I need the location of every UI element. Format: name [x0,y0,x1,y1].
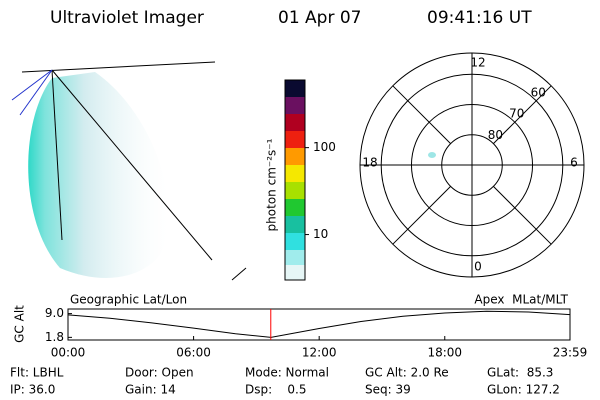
uv-image [11,61,247,281]
colorbar: photon cm⁻²s⁻¹ [265,79,306,281]
color-step [285,233,305,250]
color-step [285,216,305,233]
date: 01 Apr 07 [278,8,361,28]
colorbar-tick-label: 100 [313,140,336,154]
status-field: Gain: 14 [125,383,176,397]
status-field: Seq: 39 [365,383,411,397]
lat-label: 80 [488,128,503,142]
x-tick-label: 23:59 [553,346,588,360]
limb-line [19,69,53,116]
color-step [285,97,305,114]
status-field: Mode: Normal [245,366,329,380]
time: 09:41:16 UT [427,8,532,28]
color-step [285,265,305,280]
status-field: Flt: LBHL [10,366,64,380]
left-label: Geographic Lat/Lon [70,293,187,307]
status-field: IP: 36.0 [10,383,55,397]
lat-label: 60 [531,85,546,99]
color-step [285,114,305,131]
aurora-image [28,72,169,278]
mlt-label: 18 [362,156,377,170]
y-label: GC Alt [13,305,27,343]
status-field: GLon: 127.2 [487,383,560,397]
limb-line [231,267,247,281]
polar-spot [428,152,436,158]
mlt-spoke [392,186,451,245]
status-field: Door: Open [125,366,194,380]
x-tick-label: 00:00 [51,346,86,360]
mlt-spoke [493,85,552,144]
x-tick-label: 18:00 [427,346,462,360]
color-step [285,182,305,199]
limb-line [11,69,53,101]
lat-label: 70 [509,107,524,121]
limb-line [21,61,216,73]
gc-alt-line [67,310,571,338]
color-step [285,165,305,182]
y-tick-label: 9.0 [45,306,64,320]
colorbar-tick-label: 10 [313,227,328,241]
color-step [285,250,305,265]
status-field: GLat: 85.3 [487,366,553,380]
right-label: Apex MLat/MLT [474,293,568,307]
limb-line [51,69,63,241]
mlt-label: 0 [474,260,482,274]
color-step [285,148,305,165]
mlt-spoke [493,186,552,245]
title: Ultraviolet Imager [50,8,204,28]
status-field: Dsp: 0.5 [245,383,307,397]
y-tick-label: 1.8 [45,330,64,344]
mlt-label: 12 [470,56,485,70]
color-step [285,131,305,148]
mlt-spoke [392,85,451,144]
x-tick-label: 12:00 [302,346,337,360]
mlt-label: 6 [570,156,578,170]
status-field: GC Alt: 2.0 Re [365,366,449,380]
color-step [285,199,305,216]
x-tick-label: 06:00 [176,346,211,360]
limb-line [51,69,213,261]
colorbar-label: photon cm⁻²s⁻¹ [265,138,279,231]
colorbar-frame [284,79,306,281]
color-step [285,80,305,97]
